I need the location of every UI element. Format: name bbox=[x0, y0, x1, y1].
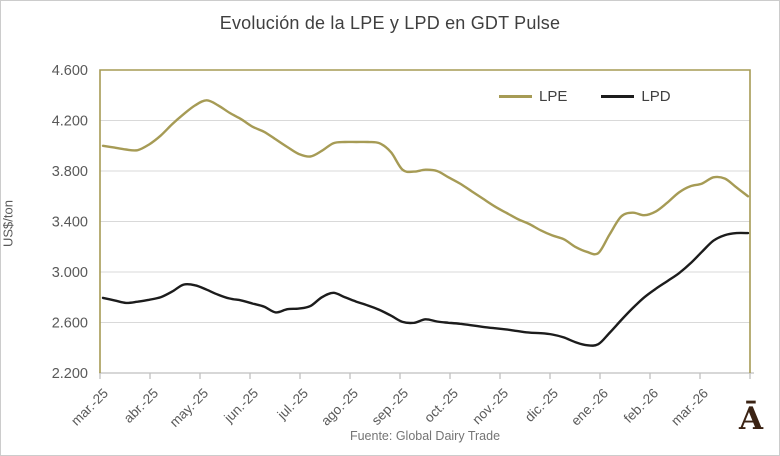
y-axis-title: US$/ton bbox=[0, 200, 16, 247]
lpe-line-swatch bbox=[499, 95, 532, 98]
x-tick-label: jun.-25 bbox=[221, 386, 262, 427]
x-tick-label: ene.-26 bbox=[568, 386, 611, 429]
lpd-line-swatch bbox=[601, 95, 635, 98]
x-tick-label: nov.-25 bbox=[469, 386, 511, 428]
y-tick-label: 4.200 bbox=[52, 114, 88, 130]
y-tick-label: 2.200 bbox=[52, 366, 88, 382]
legend-label-lpe: LPE bbox=[539, 88, 568, 105]
chart-title: Evolución de la LPE y LPD en GDT Pulse bbox=[219, 13, 561, 33]
x-tick-label: mar.-25 bbox=[68, 386, 111, 429]
x-tick-label: dic.-25 bbox=[522, 386, 561, 425]
legend-item-lpd: LPD bbox=[601, 88, 671, 105]
x-tick-label: feb.-26 bbox=[621, 386, 661, 426]
y-tick-label: 3.000 bbox=[52, 265, 88, 281]
y-tick-label: 2.600 bbox=[52, 316, 88, 332]
legend-item-lpe: LPE bbox=[499, 88, 567, 105]
x-tick-label: abr.-25 bbox=[121, 386, 161, 426]
legend-label-lpd: LPD bbox=[641, 88, 671, 105]
y-tick-label: 4.600 bbox=[52, 63, 88, 79]
chart-legend: LPE LPD bbox=[499, 88, 671, 105]
y-tick-label: 3.400 bbox=[52, 215, 88, 231]
lpd-line bbox=[101, 231, 750, 347]
x-tick-label: mar.-26 bbox=[668, 386, 711, 429]
x-tick-label: ago.-25 bbox=[318, 386, 361, 429]
plot-border bbox=[99, 69, 751, 373]
x-tick-label: sep.-25 bbox=[369, 386, 411, 428]
x-tick-label: oct.-25 bbox=[421, 386, 461, 426]
x-tick-label: jul.-25 bbox=[274, 386, 311, 423]
x-tick-label: may.-25 bbox=[167, 386, 211, 430]
lpe-line bbox=[101, 99, 750, 256]
source-note: Fuente: Global Dairy Trade bbox=[349, 429, 501, 443]
y-tick-label: 3.800 bbox=[52, 164, 88, 180]
brand-logo: Ā bbox=[738, 401, 764, 437]
